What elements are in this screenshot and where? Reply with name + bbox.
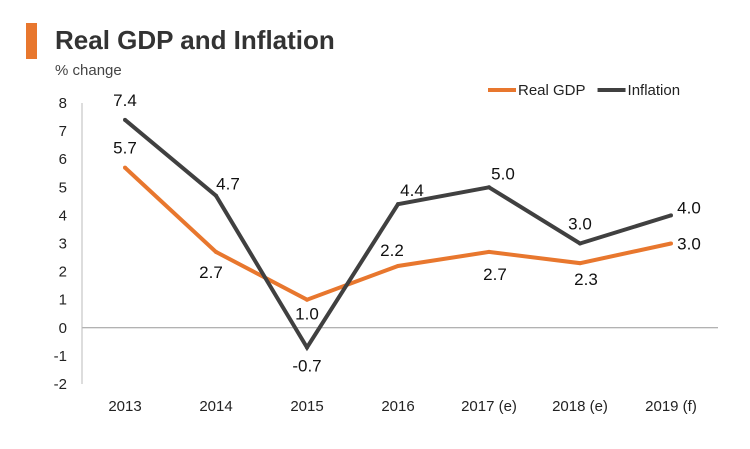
x-tick-label: 2014 [199,398,232,415]
y-axis-ticks: -2 -1 0 1 2 3 4 5 6 7 8 [54,95,67,393]
y-tick-label: 0 [59,320,67,337]
inflation-point [487,185,491,190]
y-tick-label: 2 [59,264,67,281]
x-tick-label: 2019 (f) [645,398,697,415]
chart-title: Real GDP and Inflation [55,25,335,55]
y-tick-label: 6 [59,151,67,168]
x-tick-label: 2016 [381,398,414,415]
y-tick-label: 4 [59,207,67,224]
inflation-point [396,202,400,207]
data-labels: 5.7 2.7 1.0 2.2 2.7 2.3 3.0 7.4 4.7 -0.7 4.4 5.0 3.0… [113,91,701,376]
inflation-data-label: -0.7 [292,356,321,375]
series-lines [123,117,673,352]
inflation-line [123,118,672,352]
inflation-data-label: 7.4 [113,91,137,110]
inflation-data-label: 3.0 [568,215,592,234]
y-tick-label: -2 [54,376,67,393]
title-accent-bar [26,23,37,59]
real-gdp-data-label: 1.0 [295,305,319,324]
real-gdp-point [669,241,673,246]
inflation-point [669,213,673,218]
real-gdp-point [305,297,309,302]
real-gdp-data-label: 5.7 [113,139,137,158]
y-axis-unit-label: % change [55,62,122,79]
x-axis-ticks: 2013 2014 2015 2016 2017 (e) 2018 (e) 2019 (f) [108,398,697,415]
x-tick-label: 2018 (e) [552,398,608,415]
inflation-data-label: 4.4 [400,181,424,200]
inflation-point [578,241,582,246]
real-gdp-data-label: 2.3 [574,270,598,289]
y-tick-label: 8 [59,95,67,112]
inflation-point [123,117,127,122]
real-gdp-point [214,249,218,254]
y-tick-label: -1 [54,348,67,365]
inflation-point [214,193,218,198]
real-gdp-point [487,249,491,254]
inflation-data-label: 4.0 [677,198,701,217]
y-tick-label: 5 [59,179,67,196]
real-gdp-point [578,261,582,266]
x-tick-label: 2017 (e) [461,398,517,415]
x-tick-label: 2015 [290,398,323,415]
real-gdp-data-label: 3.0 [677,235,701,254]
y-tick-label: 1 [59,292,67,309]
inflation-data-label: 4.7 [216,175,240,194]
real-gdp-point [123,165,127,170]
inflation-point [305,345,309,350]
real-gdp-data-label: 2.7 [483,265,507,284]
real-gdp-data-label: 2.2 [380,241,404,260]
inflation-legend-label: Inflation [628,82,681,99]
y-tick-label: 7 [59,123,67,140]
legend: Real GDP Inflation [488,82,680,99]
real-gdp-data-label: 2.7 [199,263,223,282]
real-gdp-point [396,263,400,268]
x-tick-label: 2013 [108,398,141,415]
inflation-data-label: 5.0 [491,164,515,183]
real-gdp-legend-label: Real GDP [518,82,586,99]
y-tick-label: 3 [59,236,67,253]
